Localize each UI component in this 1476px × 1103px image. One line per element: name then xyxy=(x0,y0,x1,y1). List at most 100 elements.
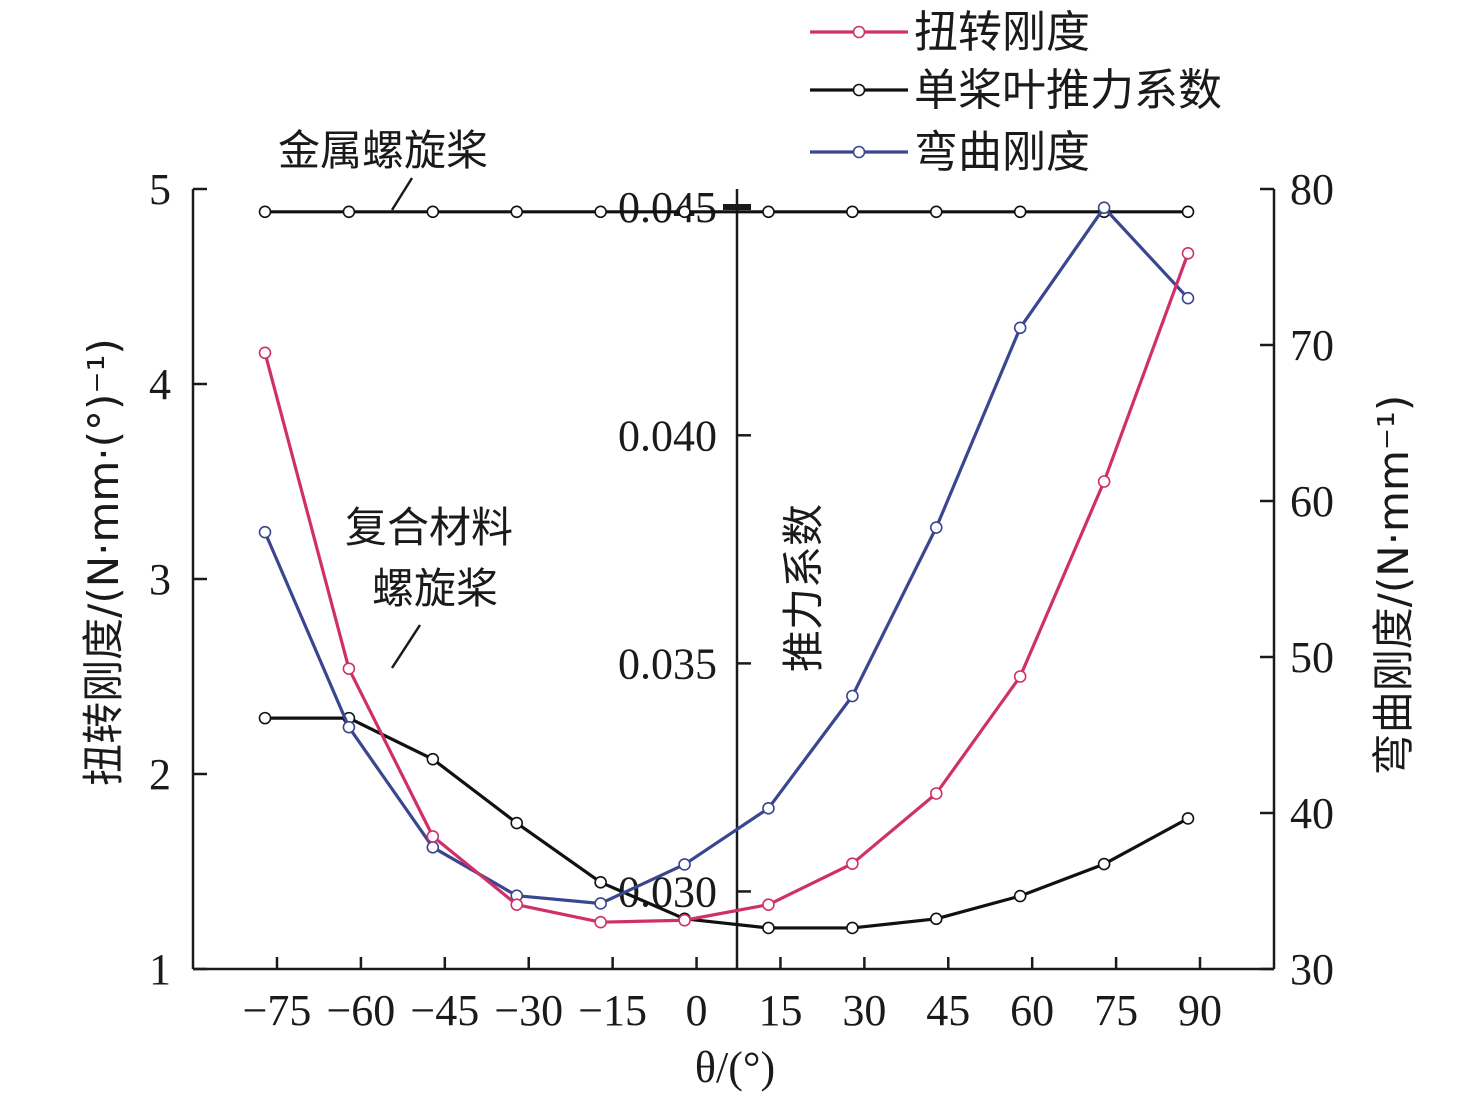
y-left-axis-title: 扭转刚度/(N·mm·(°)⁻¹) xyxy=(79,338,128,786)
x-tick-label: 30 xyxy=(842,986,886,1035)
x-tick-label: −30 xyxy=(494,986,563,1035)
composite-propeller-annotation-line1: 复合材料 xyxy=(345,503,513,552)
legend-swatch-marker xyxy=(852,83,866,97)
data-point xyxy=(929,787,943,800)
series-3 xyxy=(258,205,1195,219)
data-point xyxy=(258,346,272,360)
data-point xyxy=(929,205,943,219)
data-point xyxy=(510,205,524,219)
legend-item-2: 弯曲刚度 xyxy=(810,127,1090,178)
data-point xyxy=(1181,247,1195,260)
data-point xyxy=(678,858,691,871)
composite-propeller-annotation-line2: 螺旋桨 xyxy=(372,564,498,613)
plot-frame xyxy=(191,189,1276,971)
data-point xyxy=(426,830,440,843)
legend-item-1: 单桨叶推力系数 xyxy=(810,65,1222,116)
metal-propeller-annotation: 金属螺旋桨 xyxy=(278,126,488,175)
data-point xyxy=(426,205,440,219)
y-right-tick-label: 70 xyxy=(1290,321,1334,370)
y-right-tick-label: 80 xyxy=(1290,165,1334,214)
data-point xyxy=(1097,201,1111,215)
tick-marks xyxy=(193,187,1274,971)
data-point xyxy=(762,898,775,911)
x-axis-title: θ/(°) xyxy=(695,1043,775,1092)
data-point xyxy=(258,205,272,219)
metal-annotation-leader xyxy=(390,177,414,211)
series-line-1 xyxy=(263,206,1190,906)
series-line-2 xyxy=(265,716,1189,930)
data-point xyxy=(1181,205,1195,219)
x-tick-label: −75 xyxy=(243,986,312,1035)
legend-item-0: 扭转刚度 xyxy=(810,7,1090,58)
x-tick-label: 60 xyxy=(1010,986,1054,1035)
data-point xyxy=(510,816,524,830)
x-tick-label: −15 xyxy=(578,986,647,1035)
y-right-tick-label: 40 xyxy=(1290,789,1334,838)
data-point xyxy=(594,205,607,219)
data-point xyxy=(678,913,691,927)
y-mid-tick-label: 0.040 xyxy=(618,411,717,460)
annotations: 金属螺旋桨 复合材料 螺旋桨 xyxy=(278,126,513,669)
data-point xyxy=(762,802,775,815)
data-point xyxy=(342,720,356,734)
y-left-tick-label: 5 xyxy=(149,165,171,214)
y-right-tick-label: 30 xyxy=(1290,945,1334,994)
data-point xyxy=(1013,670,1027,683)
y-left-tick-label: 1 xyxy=(149,945,171,994)
legend-swatch-marker xyxy=(852,25,866,39)
series-line-0 xyxy=(263,252,1190,924)
series-1 xyxy=(258,201,1195,910)
data-point xyxy=(846,857,859,871)
data-point xyxy=(1013,205,1027,219)
data-point xyxy=(342,205,356,219)
data-point xyxy=(762,205,775,219)
legend-label: 扭转刚度 xyxy=(914,7,1090,58)
data-point xyxy=(258,525,272,539)
data-point xyxy=(1181,812,1195,825)
y-left-tick-label: 4 xyxy=(149,360,171,409)
data-point xyxy=(846,205,859,219)
x-tick-label: −45 xyxy=(410,986,479,1035)
y-left-tick-label: 3 xyxy=(149,555,171,604)
data-point xyxy=(1097,857,1111,871)
legend-swatch-marker xyxy=(852,145,866,159)
data-point xyxy=(846,689,859,703)
data-point xyxy=(1097,475,1111,488)
data-point xyxy=(678,205,691,219)
x-tick-label: 90 xyxy=(1178,986,1222,1035)
y-mid-axis-title: 推力系数 xyxy=(779,504,828,672)
composite-annotation-leader xyxy=(390,624,422,669)
y-right-tick-label: 50 xyxy=(1290,633,1334,682)
data-point xyxy=(1013,889,1027,903)
data-point xyxy=(929,912,943,926)
series-0 xyxy=(258,247,1195,929)
data-point xyxy=(594,915,607,929)
y-right-axis-title: 弯曲刚度/(N·mm⁻¹) xyxy=(1369,395,1418,776)
y-mid-tick-label: 0.030 xyxy=(618,867,717,916)
axis-titles: θ/(°) 扭转刚度/(N·mm·(°)⁻¹) 推力系数 弯曲刚度/(N·mm⁻… xyxy=(79,338,1418,1092)
x-tick-label: 45 xyxy=(926,986,970,1035)
data-point xyxy=(510,898,524,911)
data-point xyxy=(929,521,943,534)
x-tick-label: 75 xyxy=(1094,986,1138,1035)
data-point xyxy=(594,876,607,889)
y-mid-tick-label: 0.035 xyxy=(618,639,717,688)
series-2 xyxy=(258,711,1195,935)
y-right-tick-label: 60 xyxy=(1290,477,1334,526)
data-point xyxy=(426,841,440,854)
data-point xyxy=(762,921,775,935)
tick-labels: −75 −60 −45 −30 −15 0 15 30 45 60 75 90123453040506… xyxy=(149,165,1334,1035)
data-point xyxy=(258,711,272,725)
data-point xyxy=(1181,291,1195,305)
data-point xyxy=(1013,321,1027,335)
data-point xyxy=(426,752,440,766)
data-point xyxy=(594,897,607,910)
legend-label: 单桨叶推力系数 xyxy=(914,65,1222,116)
data-point xyxy=(846,921,859,935)
data-point xyxy=(342,662,356,676)
y-mid-tick-label: 0.045 xyxy=(618,183,717,232)
x-tick-label: 15 xyxy=(758,986,802,1035)
y-left-tick-label: 2 xyxy=(149,750,171,799)
